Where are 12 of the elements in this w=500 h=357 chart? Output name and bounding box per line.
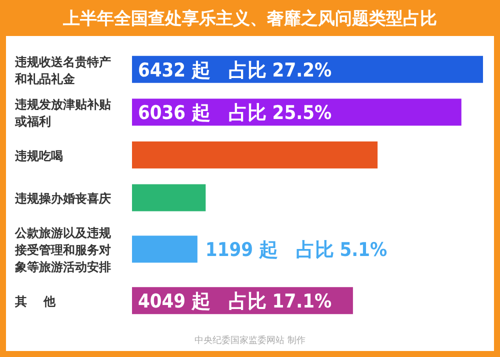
y-tick-label: 违规吃喝 [14, 148, 63, 163]
data-label: 6036 起 占比 25.5% [138, 102, 332, 124]
data-label: 4049 起 占比 17.1% [138, 290, 332, 313]
chart-title: 上半年全国查处享乐主义、奢靡之风问题类型占比 [62, 9, 437, 29]
y-tick-label: 违规发放津贴补贴或福利 [14, 98, 111, 129]
y-tick-label: 违规收送名贵特产和礼品礼金 [14, 54, 111, 86]
text: 中央纪委国家监委网站 制作 [194, 335, 306, 346]
y-tick-label: 公款旅游以及违规接受管理和服务对象等旅游活动安排 [14, 226, 112, 274]
y-tick-label: 其 他 [14, 294, 57, 309]
data-label: 1199 起 占比 5.1% [205, 239, 388, 262]
y-tick-label: 违规操办婚丧喜庆 [14, 192, 111, 206]
data-label: 6432 起 占比 27.2% [138, 59, 332, 82]
